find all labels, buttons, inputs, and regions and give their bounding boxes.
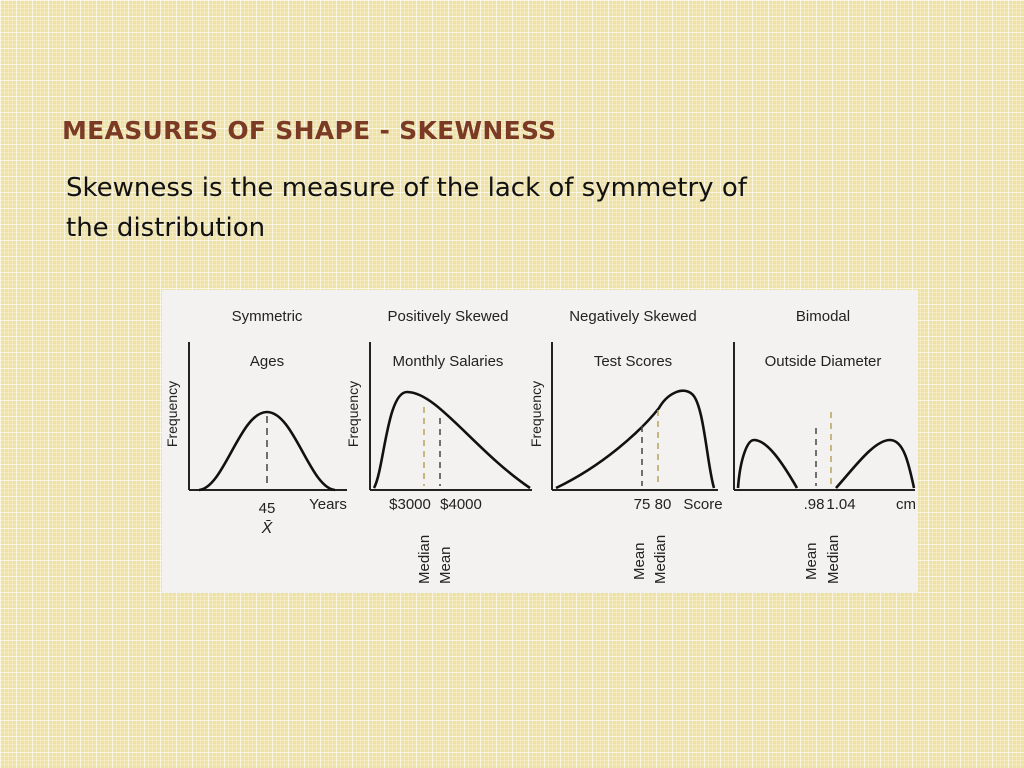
distribution-curve	[372, 390, 531, 490]
vertical-label: Median	[652, 535, 669, 584]
panel-subheading: Monthly Salaries	[393, 353, 504, 370]
panel-heading: Symmetric	[232, 308, 303, 325]
panel-subheading: Ages	[250, 353, 284, 370]
vertical-label: Mean	[437, 546, 454, 584]
y-axis-label: Frequency	[164, 381, 180, 447]
vertical-label: Mean	[631, 542, 648, 580]
panel-subheading: Outside Diameter	[765, 353, 882, 370]
tick-label: 1.04	[826, 496, 855, 513]
vertical-label: Median	[825, 535, 842, 584]
slide-subtitle: Skewness is the measure of the lack of s…	[66, 173, 747, 243]
panel-negatively-skewed: Negatively Skewed Test Scores Frequency …	[528, 308, 723, 584]
x-unit-label: cm	[896, 496, 916, 513]
panel-heading: Bimodal	[796, 308, 850, 325]
mean-symbol: X̄	[261, 520, 274, 537]
vertical-label: Median	[416, 535, 433, 584]
panel-symmetric: Symmetric Ages Frequency 45 X̄ Years	[164, 308, 347, 537]
vertical-label: Mean	[803, 542, 820, 580]
y-axis-label: Frequency	[528, 381, 544, 447]
x-unit-label: Score	[683, 496, 722, 513]
tick-label: 80	[655, 496, 672, 513]
skewness-figure-svg: Symmetric Ages Frequency 45 X̄ Years Pos…	[164, 308, 916, 584]
y-axis-label: Frequency	[345, 381, 361, 447]
left-mode-curve	[736, 438, 799, 489]
slide-title: MEASURES OF SHAPE - SKEWNESS	[62, 116, 557, 145]
tick-label: 75	[634, 496, 651, 513]
panel-positively-skewed: Positively Skewed Monthly Salaries Frequ…	[345, 308, 532, 584]
tick-label: .98	[804, 496, 825, 513]
tick-label: 45	[259, 500, 276, 517]
distribution-curve	[555, 389, 716, 490]
x-unit-label: Years	[309, 496, 347, 513]
tick-label: $4000	[440, 496, 482, 513]
panel-heading: Positively Skewed	[388, 308, 509, 325]
skewness-figure: Symmetric Ages Frequency 45 X̄ Years Pos…	[162, 290, 918, 593]
right-mode-curve	[835, 438, 916, 489]
panel-subheading: Test Scores	[594, 353, 672, 370]
tick-label: $3000	[389, 496, 431, 513]
distribution-curve	[198, 410, 336, 492]
panel-bimodal: Bimodal Outside Diameter .98 1.04 cm Mea…	[733, 308, 916, 584]
panel-heading: Negatively Skewed	[569, 308, 697, 325]
